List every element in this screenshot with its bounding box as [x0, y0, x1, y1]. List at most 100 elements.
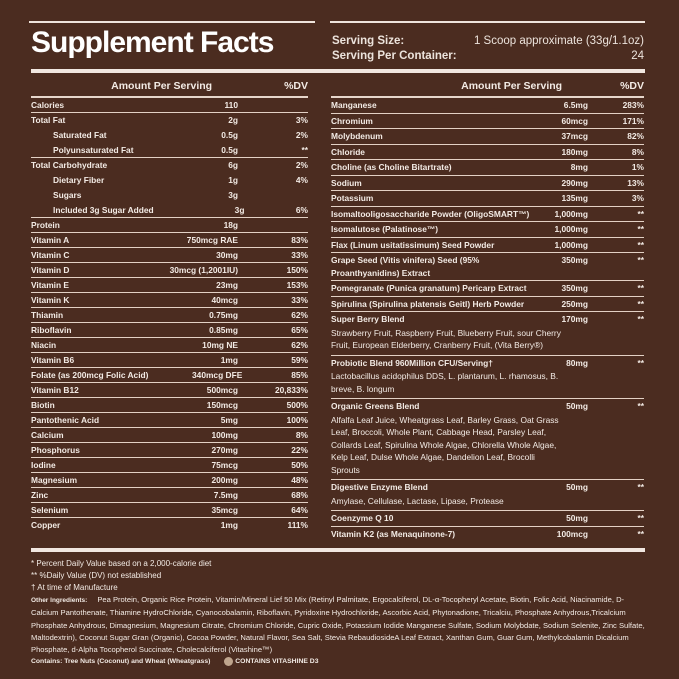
serving-size-value: 1 Scoop approximate (33g/1.1oz) [473, 35, 644, 47]
nutrient-name: Magnesium [31, 475, 78, 485]
nutrient-name: Riboflavin [31, 325, 72, 335]
nutrient-row: Pomegranate (Punica granatum) Pericarp E… [331, 280, 644, 296]
nutrient-amount: 50mg [566, 513, 588, 523]
nutrient-name: Vitamin C [31, 250, 70, 260]
nutrient-amount: 150mcg [206, 400, 238, 410]
nutrient-dv: 48% [291, 475, 308, 485]
left-nutrient-table: Amount Per Serving %DV Calories 110 Total … [31, 76, 308, 532]
nutrient-name: Chloride [331, 146, 365, 157]
nutrient-row: Protein 18g [31, 217, 308, 232]
serving-size-label: Serving Size: [332, 35, 405, 47]
nutrient-dv: ** [301, 145, 308, 155]
nutrient-dv: ** [637, 528, 644, 539]
table-header: Amount Per Serving %DV [31, 76, 308, 98]
nutrient-name: Molybdenum [331, 131, 383, 141]
nutrient-row: Selenium 35mcg 64% [31, 502, 308, 517]
nutrient-amount: 5mg [220, 415, 238, 425]
other-ingredients-text: Pea Protein, Organic Rice Protein, Vitam… [31, 595, 645, 655]
nutrient-row: Thiamin 0.75mg 62% [31, 307, 308, 322]
nutrient-dv: 62% [291, 310, 308, 320]
nutrient-dv: 20,833% [274, 385, 308, 395]
nutrient-dv: ** [637, 283, 644, 293]
nutrient-dv: 62% [291, 340, 308, 350]
footnote-manufacture: † At time of Manufacture [31, 583, 118, 592]
nutrient-row: Vitamin K 40mcg 33% [31, 292, 308, 307]
nutrient-dv: 82% [627, 131, 644, 141]
nutrient-name: Total Fat [31, 115, 66, 125]
nutrient-name: Phosphorus [31, 445, 80, 455]
nutrient-amount: 135mg [561, 193, 588, 203]
nutrient-amount: 6.5mg [563, 100, 588, 110]
nutrient-dv: 83% [291, 235, 308, 245]
table-header: Amount Per Serving %DV [331, 76, 644, 98]
nutrient-amount: 1g [228, 175, 238, 185]
nutrient-name: Isomalutose (Palatinose™) [331, 224, 439, 234]
nutrient-name: Vitamin D [31, 265, 70, 275]
serving-info: Serving Size: 1 Scoop approximate (33g/1.… [332, 34, 644, 64]
nutrient-row: Phosphorus 270mg 22% [31, 442, 308, 457]
nutrient-row: Iodine 75mcg 50% [31, 457, 308, 472]
nutrient-name: Saturated Fat [53, 130, 107, 140]
servings-per-container-label: Serving Per Container: [332, 50, 457, 62]
dv-header: %DV [620, 80, 644, 92]
nutrient-name: Pantothenic Acid [31, 415, 100, 425]
nutrient-row: Sugars 3g [31, 187, 308, 202]
nutrient-amount: 75mcg [211, 460, 238, 470]
nutrient-row: Molybdenum 37mcg 82% [331, 128, 644, 144]
blend-ingredients: Lactobacillus acidophilus DDS, L. planta… [331, 371, 559, 394]
nutrient-name: Spirulina (Spirulina platensis Geitl) He… [331, 298, 525, 309]
nutrient-dv: ** [637, 357, 644, 368]
nutrient-row: Polyunsaturated Fat 0.5g ** [31, 142, 308, 157]
nutrient-dv: 65% [291, 325, 308, 335]
nutrient-row: Digestive Enzyme Blend 50mg ** Amylase, Cel… [331, 479, 644, 510]
nutrient-amount: 7.5mg [213, 490, 238, 500]
nutrient-dv: 33% [291, 250, 308, 260]
nutrient-name: Grape Seed (Vitis vinifera) Seed (95% Pr… [331, 255, 480, 278]
nutrient-name: Iodine [31, 460, 56, 470]
right-nutrient-table: Amount Per Serving %DV Manganese 6.5mg 283… [331, 76, 644, 541]
nutrient-dv [238, 98, 308, 112]
nutrient-amount: 270mg [211, 445, 238, 455]
nutrient-row: Vitamin D 30mcg (1,2001IU) 150% [31, 262, 308, 277]
nutrient-amount: 50mg [566, 482, 588, 492]
amount-header: Amount Per Serving [111, 80, 213, 92]
nutrient-name: Probiotic Blend 960Million CFU/Serving† [331, 357, 493, 368]
nutrient-row: Chloride 180mg 8% [331, 143, 644, 160]
nutrient-row: Pantothenic Acid 5mg 100% [31, 412, 308, 427]
nutrient-row: Potassium 135mg 3% [331, 190, 644, 206]
nutrient-amount: 18g [223, 220, 238, 230]
nutrient-amount: 0.75mg [209, 310, 238, 320]
nutrient-amount: 180mg [561, 146, 588, 157]
nutrient-name: Choline (as Choline Bitartrate) [331, 162, 452, 172]
nutrient-amount: 110 [224, 100, 238, 110]
nutrient-amount: 3g [234, 205, 245, 215]
allergen-line: Contains: Tree Nuts (Coconut) and Wheat … [31, 656, 651, 668]
nutrient-amount: 37mcg [561, 131, 588, 141]
nutrient-dv: 68% [291, 490, 308, 500]
nutrient-dv: 150% [286, 265, 308, 275]
nutrient-row: Niacin 10mg NE 62% [31, 337, 308, 352]
nutrient-name: Digestive Enzyme Blend [331, 482, 428, 492]
vitashine-text: CONTAINS VITASHINE D3 [235, 658, 319, 666]
nutrient-dv: 59% [291, 355, 308, 365]
nutrient-row: Biotin 150mcg 500% [31, 397, 308, 412]
nutrient-dv: 50% [291, 460, 308, 470]
nutrient-name: Selenium [31, 505, 69, 515]
nutrient-row: Grape Seed (Vitis vinifera) Seed (95% Pr… [331, 252, 644, 280]
nutrient-name: Niacin [31, 340, 57, 350]
blend-ingredients: Amylase, Cellulase, Lactase, Lipase, Pro… [331, 495, 504, 506]
nutrient-dv: ** [637, 513, 644, 523]
nutrient-dv: 111% [287, 520, 309, 530]
nutrient-row: Dietary Fiber 1g 4% [31, 172, 308, 187]
nutrient-dv: ** [637, 208, 644, 219]
nutrient-amount: 6g [228, 160, 238, 170]
nutrient-amount: 200mg [211, 475, 238, 485]
footer: * Percent Daily Value based on a 2,000-c… [31, 558, 651, 668]
nutrient-name: Pomegranate (Punica granatum) Pericarp E… [331, 283, 527, 293]
amount-header: Amount Per Serving [461, 80, 563, 92]
page-title: Supplement Facts [31, 26, 274, 59]
nutrient-name: Manganese [331, 100, 377, 110]
nutrient-name: Biotin [31, 400, 55, 410]
nutrient-amount: 1,000mg [554, 208, 588, 219]
nutrient-name: Organic Greens Blend [331, 401, 420, 411]
